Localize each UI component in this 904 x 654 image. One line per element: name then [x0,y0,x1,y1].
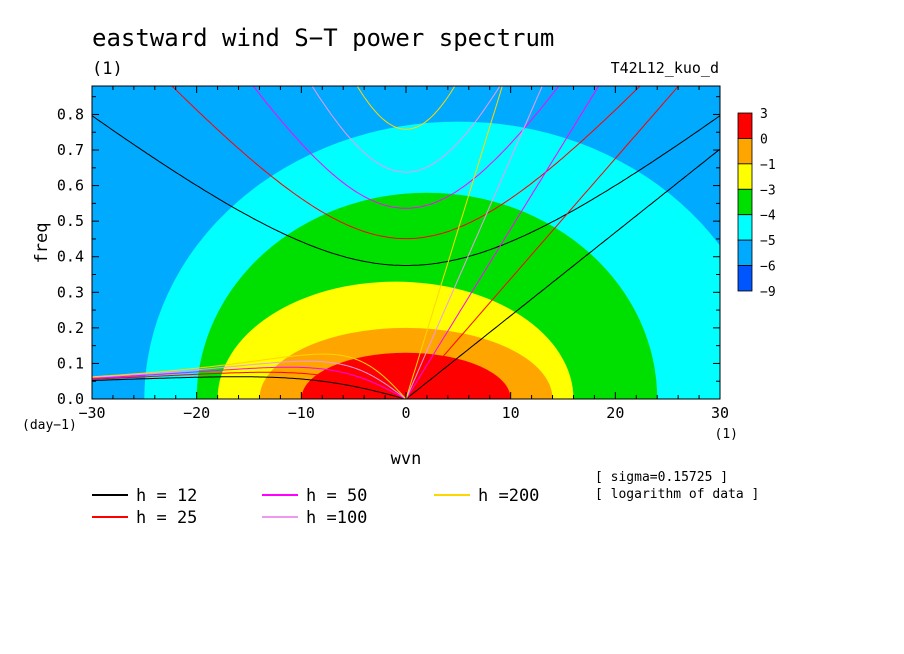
x-tick-label: 30 [711,404,729,422]
colorbar-label: −9 [760,285,776,300]
curve-2-0 [405,86,600,399]
y-axis-unit: (day−1) [22,418,77,433]
colorbar-label: −4 [760,209,776,224]
colorbar-swatch [737,112,753,139]
curve-0-0 [405,148,720,399]
colorbar-swatch [737,188,753,216]
colorbar-label: −1 [760,158,776,173]
curve-1-0 [405,86,680,399]
curve-3-2 [92,360,407,399]
curve-4-0 [405,86,503,399]
curve-2-2 [92,366,407,399]
y-tick-label: 0.6 [57,177,84,195]
x-tick-label: −10 [288,404,315,422]
y-tick-label: 0.8 [57,105,84,123]
curve-0-2 [92,376,407,399]
curve-1-2 [92,371,407,399]
colorbar-label: −3 [760,183,776,198]
colorbar: 3 0 −1 −3 −4 −5 −6 −9 [737,107,776,300]
y-tick-label: 0.3 [57,283,84,301]
curve-4-2 [92,353,407,399]
legend-label: h = 25 [136,508,197,528]
x-tick-label: 10 [502,404,520,422]
colorbar-swatch [737,163,753,190]
x-tick-label: −30 [78,404,105,422]
note-sigma: [ sigma=0.15725 ] [595,470,728,485]
plot-area [92,86,720,399]
chart-subtitle-right: T42L12_kuo_d [611,59,719,77]
curve-1-1 [171,86,641,240]
colorbar-label: −6 [760,260,776,275]
colorbar-swatch [737,239,753,266]
colorbar-label: 0 [760,132,768,147]
contour-region-6 [301,352,511,399]
colorbar-swatch [737,265,753,292]
curve-4-1 [356,86,456,130]
y-tick-label: 0.0 [57,390,84,408]
y-tick-label: 0.4 [57,248,84,266]
x-tick-label: 20 [606,404,624,422]
dispersion-curves [92,86,720,399]
x-axis-ticks: −30 −20 −10 0 10 20 30 [78,86,729,422]
y-axis-label: freq [32,223,52,264]
chart-subtitle-left: (1) [92,59,123,79]
curve-3-1 [311,86,501,173]
curve-0-1 [92,115,720,266]
x-axis-unit: (1) [715,427,738,442]
contour-regions [92,86,720,399]
legend-label: h = 12 [136,486,197,506]
colorbar-label: 3 [760,107,768,122]
legend-label: h =200 [478,486,539,506]
legend: h = 12h = 25 h = 50h =100 h =200 [92,486,539,528]
colorbar-label: −5 [760,234,776,249]
curve-2-1 [252,86,560,209]
y-tick-label: 0.5 [57,212,84,230]
chart-title: eastward wind S−T power spectrum [92,24,554,52]
x-axis-label: wvn [391,449,422,469]
x-tick-label: 0 [401,404,410,422]
note-logarithm: [ logarithm of data ] [595,487,759,502]
legend-label: h = 50 [306,486,367,506]
legend-label: h =100 [306,508,367,528]
colorbar-swatch [737,214,753,241]
x-tick-label: −20 [183,404,210,422]
curve-3-0 [405,86,543,399]
y-axis-ticks: 0.0 0.1 0.2 0.3 0.4 0.5 0.6 0.7 0.8 [57,96,720,408]
y-tick-label: 0.1 [57,354,84,372]
y-tick-label: 0.2 [57,319,84,337]
y-tick-label: 0.7 [57,141,84,159]
colorbar-swatch [737,138,753,165]
